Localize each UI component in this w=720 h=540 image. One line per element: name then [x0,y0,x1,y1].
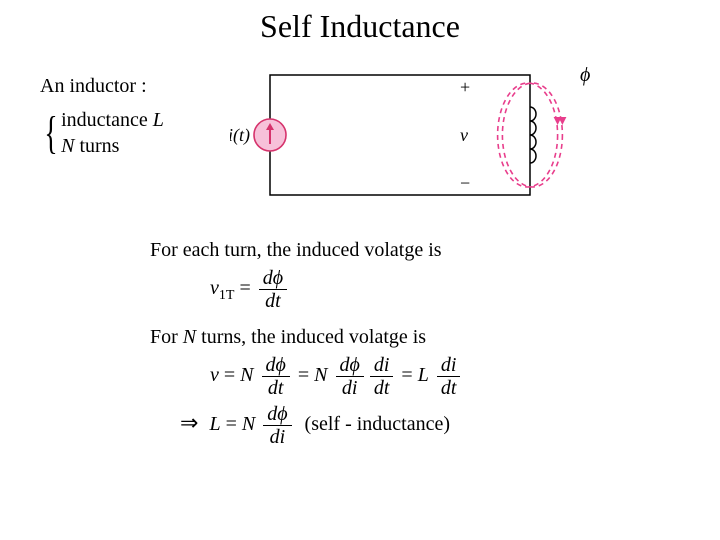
eq-equals-2b: = [298,364,309,386]
svg-text:ϕ: ϕ [580,64,590,86]
num-dphi-2: dϕ [262,354,290,377]
den-dt-1: dt [259,290,287,312]
svg-text:v: v [460,125,468,145]
eq2-N-b: N [314,364,327,386]
brace-icon: { [44,113,57,153]
frac-di-dt-2: di dt [437,354,461,399]
top-row: An inductor : { inductance L N turns i(t… [0,55,720,225]
eq-text-2: For N turns, the induced volatge is [150,326,720,348]
eq-equals-2a: = [224,364,235,386]
eq-sub-1t: 1T [219,288,235,303]
den-di-2: di [263,426,291,448]
eq3-L: L [209,413,220,435]
svg-text:+: + [460,77,470,97]
eq-text-2-pre: For [150,326,178,348]
eq2-N-a: N [240,364,253,386]
circuit-diagram: i(t) + v − ϕ [230,55,630,225]
svg-text:−: − [460,173,470,193]
eq2-v: v [210,364,219,386]
num-dphi-3: dϕ [336,354,364,377]
num-dphi-4: dϕ [263,403,291,426]
den-dt-4: dt [437,377,461,399]
label-L: L [153,109,164,131]
eq3-paren: (self - inductance) [305,413,450,435]
eq3-N: N [242,413,255,435]
eq-equals-2c: = [401,364,412,386]
den-di-1: di [336,377,364,399]
frac-di-dt-1: di dt [370,354,394,399]
label-inductance-line: inductance L [61,109,164,131]
eq-line-1: v1T = dϕ dt [210,267,720,312]
page-title: Self Inductance [0,0,720,45]
label-turns-word: turns [79,135,119,157]
label-N: N [61,135,74,157]
den-dt-3: dt [370,377,394,399]
num-di-2: di [437,354,461,377]
frac-dphi-dt-1: dϕ dt [259,267,287,312]
label-nturns-line: N turns [61,135,119,157]
brace-group: { inductance L N turns [40,107,164,159]
eq-text-2-N: N [183,326,196,348]
eq-line-3: ⇒ L = N dϕ di (self - inductance) [180,403,720,448]
num-dphi-1: dϕ [259,267,287,290]
num-di-1: di [370,354,394,377]
svg-text:i(t): i(t) [230,125,250,146]
eq-v: v [210,277,219,299]
label-inductance-word: inductance [61,109,148,131]
eq-equals-1: = [239,277,250,299]
frac-dphi-dt-2: dϕ dt [262,354,290,399]
eq-equals-3: = [226,413,237,435]
eq-text-1: For each turn, the induced volatge is [150,239,720,261]
frac-dphi-di-2: dϕ di [263,403,291,448]
eq-line-2: v = N dϕ dt = N dϕ di di dt = L di dt [210,354,720,399]
equations-block: For each turn, the induced volatge is v1… [150,239,720,448]
eq2-L: L [418,364,429,386]
eq-text-2-post: turns, the induced volatge is [201,326,426,348]
label-inductor: An inductor : [40,75,147,98]
frac-dphi-di: dϕ di [336,354,364,399]
implies-icon: ⇒ [180,410,198,435]
den-dt-2: dt [262,377,290,399]
